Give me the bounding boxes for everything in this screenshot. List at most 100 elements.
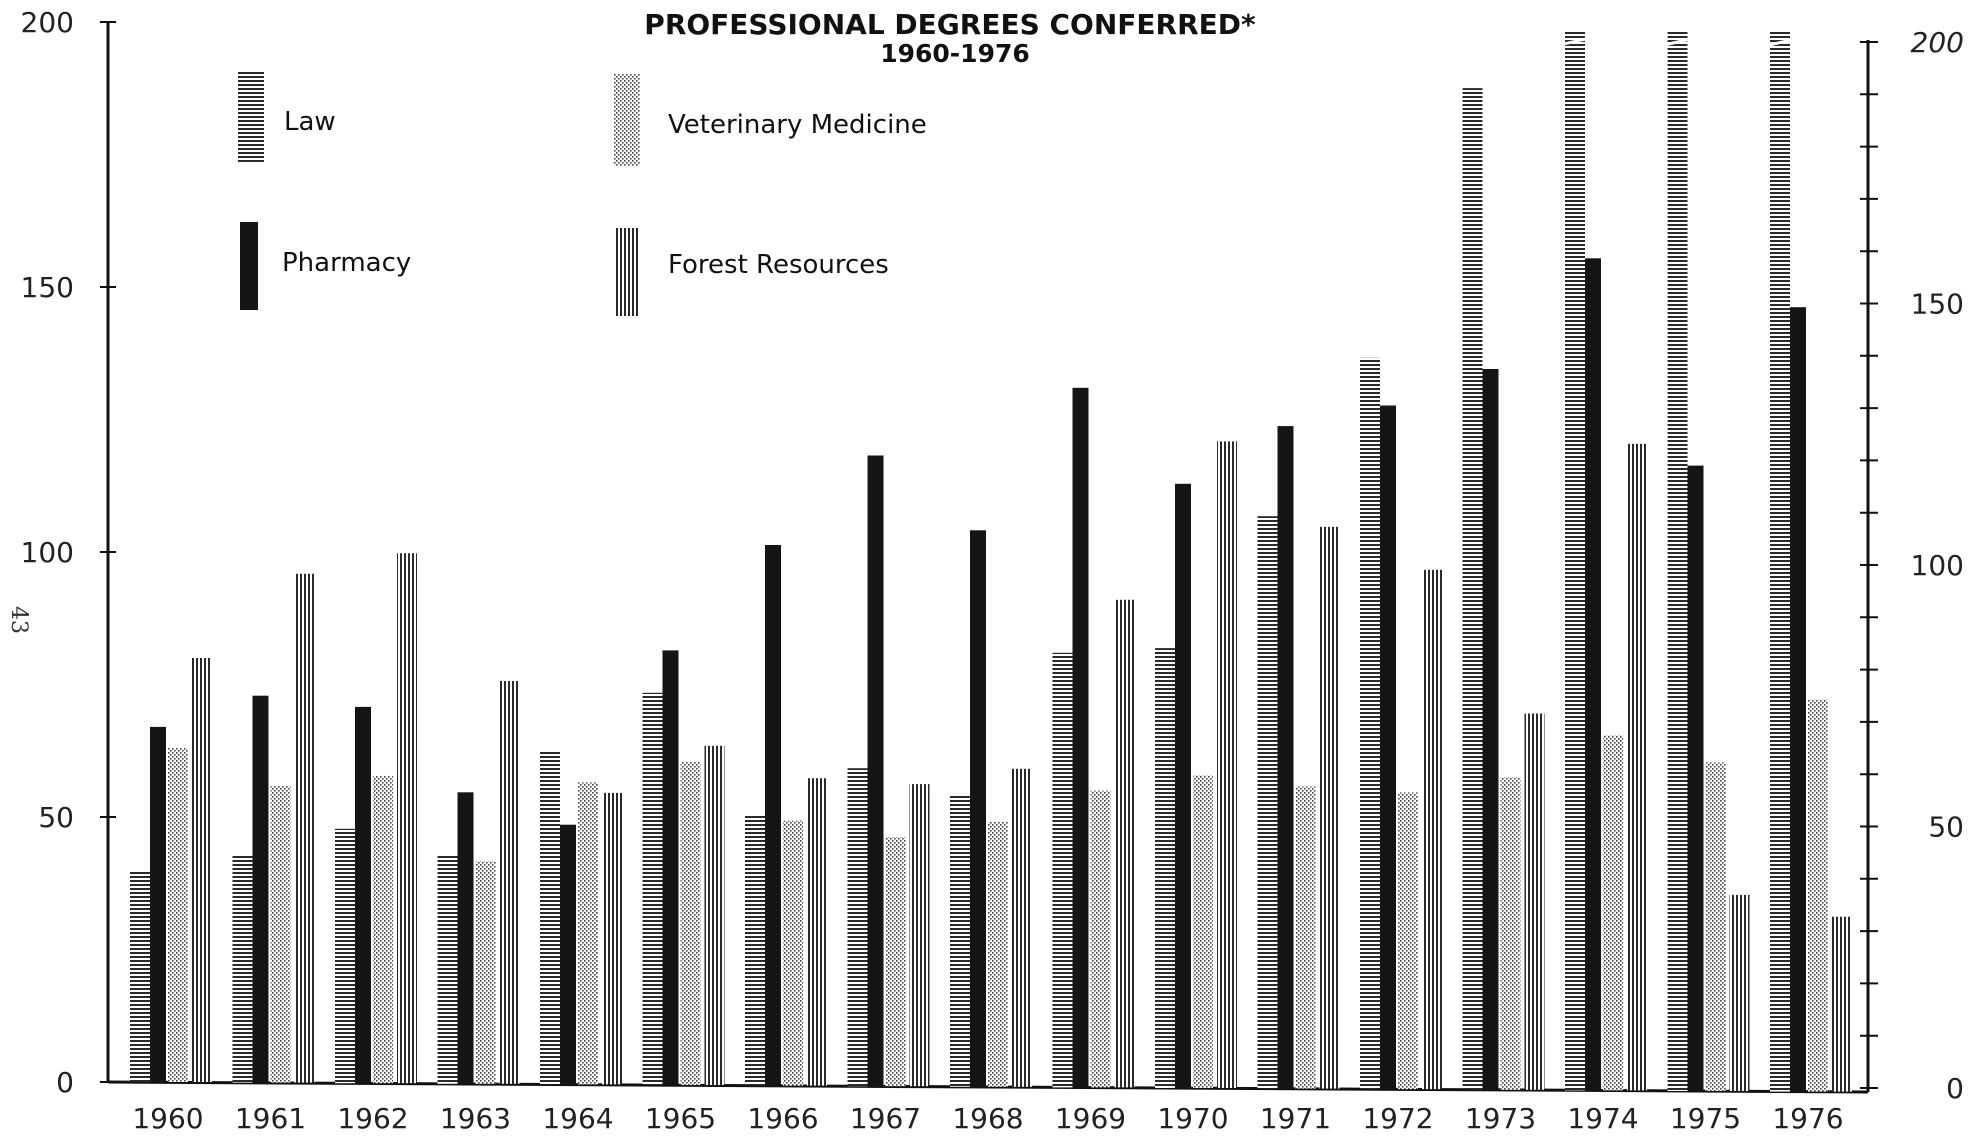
bar-law-1971 (1257, 516, 1278, 1089)
bar-veterinary-medicine-1970 (1193, 775, 1213, 1088)
bar-pharmacy-1969 (1072, 387, 1089, 1088)
bar-law-1963 (437, 855, 458, 1084)
bar-forest-resources-1974 (1627, 443, 1647, 1091)
x-tick-label: 1964 (542, 1102, 613, 1135)
bar-pharmacy-1964 (560, 824, 576, 1085)
legend-label-forest-resources: Forest Resources (668, 250, 889, 280)
bar-forest-resources-1967 (909, 784, 930, 1087)
bar-pharmacy-1973 (1482, 369, 1499, 1090)
bar-veterinary-medicine-1973 (1500, 777, 1521, 1090)
bar-veterinary-medicine-1962 (373, 775, 393, 1084)
bar-law-1965 (642, 692, 663, 1085)
bar-veterinary-medicine-1965 (680, 761, 701, 1085)
bar-forest-resources-1973 (1524, 713, 1545, 1090)
bar-pharmacy-1965 (662, 650, 679, 1085)
bar-veterinary-medicine-1967 (885, 837, 906, 1087)
legend-swatch-law (238, 72, 264, 162)
left-y-tick-label: 100 (21, 536, 74, 569)
bar-forest-resources-1975 (1729, 894, 1750, 1091)
legend-swatch-pharmacy (240, 222, 258, 310)
bar-forest-resources-1960 (192, 658, 212, 1082)
bar-veterinary-medicine-1963 (475, 861, 496, 1084)
bar-law-1964 (540, 750, 560, 1085)
x-tick-label: 1975 (1670, 1102, 1741, 1135)
bar-forest-resources-1970 (1217, 441, 1237, 1088)
bar-pharmacy-1972 (1380, 405, 1396, 1090)
bar-pharmacy-1974 (1585, 258, 1601, 1091)
x-tick-label: 1963 (440, 1102, 511, 1135)
bar-forest-resources-1965 (704, 745, 725, 1085)
bar-forest-resources-1964 (602, 792, 622, 1085)
bar-forest-resources-1961 (294, 573, 315, 1083)
legend: Law Pharmacy Veterinary Medicine Forest … (238, 72, 927, 316)
bar-law-1974 (1565, 30, 1585, 1091)
legend-swatch-veterinary-medicine (614, 74, 640, 166)
bar-pharmacy-1966 (765, 545, 781, 1086)
bar-veterinary-medicine-1964 (578, 782, 598, 1085)
bar-law-1966 (745, 815, 765, 1086)
right-y-tick-label: 0 (1946, 1072, 1964, 1105)
bar-forest-resources-1962 (397, 553, 417, 1084)
right-y-tick-label: 50 (1928, 811, 1964, 844)
legend-swatch-forest-resources (616, 228, 640, 316)
x-tick-label: 1962 (337, 1102, 408, 1135)
bars-layer (130, 30, 1852, 1092)
x-tick-label: 1960 (132, 1102, 203, 1135)
bar-forest-resources-1968 (1012, 768, 1032, 1087)
bar-law-1972 (1360, 357, 1380, 1090)
x-tick-label: 1967 (850, 1102, 921, 1135)
left-y-tick-label: 200 (21, 6, 74, 39)
bar-veterinary-medicine-1969 (1090, 790, 1111, 1088)
bar-law-1970 (1155, 648, 1175, 1088)
bar-forest-resources-1969 (1114, 599, 1135, 1088)
bar-law-1967 (847, 768, 868, 1087)
bar-break-mark (1561, 36, 1589, 46)
bar-veterinary-medicine-1971 (1295, 786, 1316, 1089)
bar-law-1975 (1667, 31, 1688, 1091)
legend-label-pharmacy: Pharmacy (282, 248, 411, 278)
bar-pharmacy-1960 (150, 726, 166, 1082)
bar-veterinary-medicine-1972 (1398, 792, 1418, 1090)
chart-subtitle: 1960-1976 (880, 39, 1030, 68)
bar-pharmacy-1970 (1175, 483, 1191, 1088)
bar-law-1960 (130, 870, 150, 1082)
bar-forest-resources-1966 (807, 778, 827, 1086)
bar-break-mark (1766, 38, 1794, 48)
x-tick-label: 1976 (1772, 1102, 1843, 1135)
bar-pharmacy-1962 (355, 706, 371, 1084)
x-tick-label: 1969 (1055, 1102, 1126, 1135)
chart-title: PROFESSIONAL DEGREES CONFERRED* (644, 8, 1256, 41)
x-tick-label: 1970 (1157, 1102, 1228, 1135)
bar-law-1969 (1052, 652, 1073, 1088)
bar-law-1973 (1462, 88, 1483, 1090)
right-y-tick-label: 150 (1911, 288, 1964, 321)
left-y-tick-label: 150 (21, 271, 74, 304)
bar-law-1962 (335, 828, 355, 1084)
bar-pharmacy-1975 (1687, 465, 1704, 1092)
bar-forest-resources-1976 (1832, 916, 1852, 1092)
legend-label-law: Law (284, 107, 336, 137)
x-tick-label: 1968 (952, 1102, 1023, 1135)
bar-pharmacy-1971 (1277, 426, 1294, 1089)
left-y-tick-label: 50 (38, 801, 74, 834)
left-y-tick-label: 0 (56, 1066, 74, 1099)
bar-veterinary-medicine-1961 (270, 785, 291, 1083)
bar-veterinary-medicine-1960 (168, 748, 188, 1082)
legend-label-veterinary-medicine: Veterinary Medicine (668, 110, 927, 140)
tick-layer: 0 50 100 150 200 0 50 100 150 200 1960 1961 1962 1963… (21, 6, 1964, 1135)
bar-law-1976 (1770, 31, 1790, 1092)
bar-pharmacy-1961 (252, 695, 269, 1083)
bar-forest-resources-1971 (1319, 526, 1340, 1089)
bar-pharmacy-1976 (1790, 307, 1806, 1092)
bar-pharmacy-1967 (867, 455, 884, 1087)
x-tick-label: 1973 (1465, 1102, 1536, 1135)
bar-forest-resources-1963 (499, 681, 520, 1084)
x-tick-label: 1974 (1567, 1102, 1638, 1135)
page-number: 43 (6, 606, 31, 634)
bar-law-1961 (232, 854, 253, 1083)
x-tick-label: 1961 (235, 1102, 306, 1135)
x-tick-label: 1971 (1260, 1102, 1331, 1135)
bar-break-mark (1664, 37, 1691, 47)
bar-veterinary-medicine-1974 (1603, 735, 1623, 1091)
